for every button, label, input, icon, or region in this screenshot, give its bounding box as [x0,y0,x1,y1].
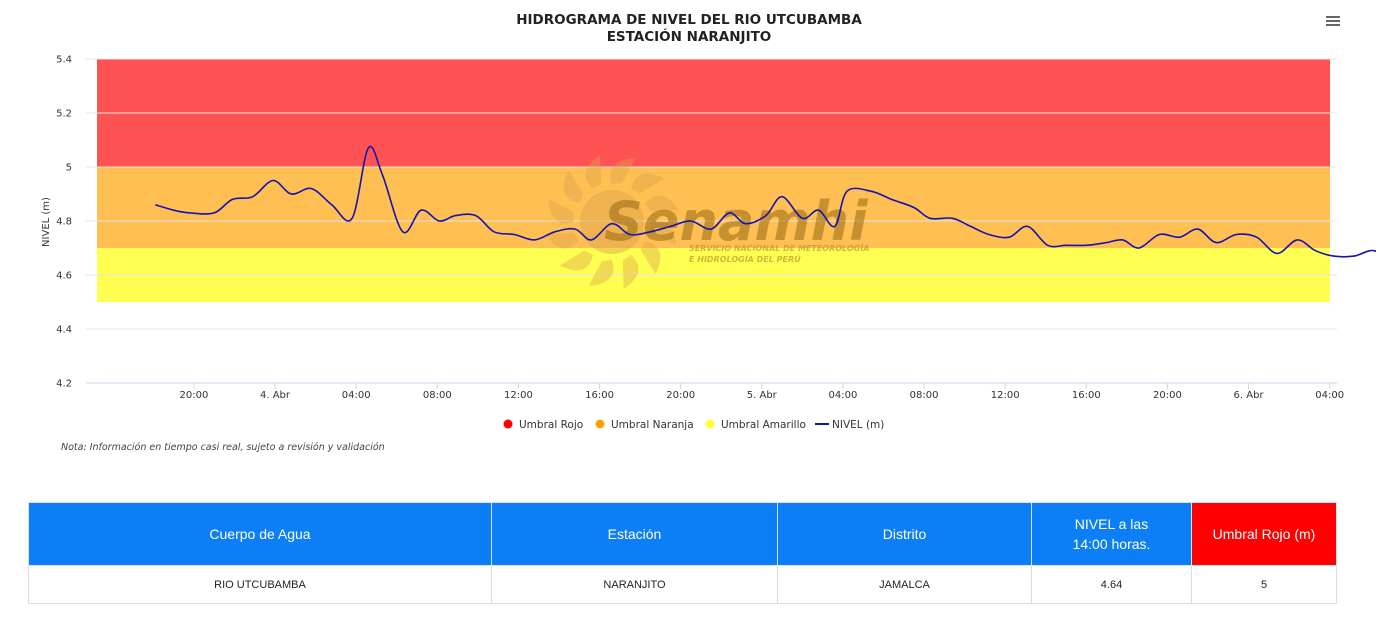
chart-note: Nota: Información en tiempo casi real, s… [61,442,385,453]
x-tick-label: 4. Abr [260,390,291,401]
watermark-ray [610,158,636,184]
cell-umbral-rojo: 5 [1191,565,1337,604]
watermark-line2: E HIDROLOGÍA DEL PERÚ [689,253,801,264]
chart-title: HIDROGRAMA DE NIVEL DEL RIO UTCUBAMBA [516,12,862,28]
x-tick-label: 04:00 [829,390,858,401]
legend-item-umbral-naranja-marker [595,419,605,429]
x-tick-label: 16:00 [585,390,614,401]
station-info-table: Cuerpo de Agua Estación Distrito NIVEL a… [28,502,1337,604]
x-tick-label: 20:00 [179,390,208,401]
watermark-ray [585,155,602,190]
header-distrito: Distrito [777,502,1032,566]
y-tick-label: 5.4 [56,55,72,66]
x-tick-label: 04:00 [1315,390,1344,401]
watermark-ray [563,169,584,203]
x-tick-label: 08:00 [423,390,452,401]
cell-cuerpo-de-agua: RIO UTCUBAMBA [28,565,492,604]
x-tick-label: 5. Abr [747,390,778,401]
y-tick-label: 5.2 [56,109,72,120]
y-tick-label: 4.8 [56,217,72,228]
x-tick-label: 12:00 [504,390,533,401]
legend-item-nivel-m[interactable]: NIVEL (m) [832,419,884,431]
band-umbral-naranja [97,167,1330,248]
header-nivel-line1: NIVEL a las [1074,516,1149,532]
legend-item-umbral-amarillo-marker [705,419,715,429]
watermark-ray [622,254,639,289]
watermark-ray [548,198,574,224]
y-tick-label: 4.6 [56,271,72,282]
cell-estacion: NARANJITO [491,565,778,604]
y-tick-label: 4.4 [56,325,72,336]
legend-item-umbral-rojo[interactable]: Umbral Rojo [519,419,583,431]
cell-nivel: 4.64 [1031,565,1192,604]
x-tick-label: 12:00 [991,390,1020,401]
hamburger-menu-icon[interactable] [1326,14,1340,28]
hydrograph-chart: HIDROGRAMA DE NIVEL DEL RIO UTCUBAMBA ES… [41,12,1376,453]
watermark-ray [631,173,665,194]
y-tick-label: 4.2 [56,379,72,390]
watermark-ray [545,232,580,249]
x-tick-label: 04:00 [342,390,371,401]
header-cuerpo-de-agua: Cuerpo de Agua [28,502,492,566]
y-axis-label: NIVEL (m) [41,197,52,247]
x-tick-label: 20:00 [666,390,695,401]
chart-legend: Umbral Rojo Umbral Naranja Umbral Amarillo… [503,419,884,431]
header-umbral-rojo: Umbral Rojo (m) [1191,502,1337,566]
watermark-ray [640,241,661,275]
x-tick-label: 20:00 [1153,390,1182,401]
watermark-ray [588,260,614,286]
header-nivel: NIVEL a las 14:00 horas. [1031,502,1192,566]
table-row: RIO UTCUBAMBA NARANJITO JAMALCA 4.64 5 [28,565,1337,604]
chart-subtitle: ESTACIÓN NARANJITO [607,27,772,45]
header-estacion: Estación [491,502,778,566]
watermark-ray [559,250,593,271]
x-tick-label: 08:00 [910,390,939,401]
y-tick-label: 5 [66,163,72,174]
cell-distrito: JAMALCA [777,565,1032,604]
series-line-nivel [155,145,1376,258]
legend-item-umbral-amarillo[interactable]: Umbral Amarillo [721,419,806,431]
watermark-line1: SERVICIO NACIONAL DE METEOROLOGÍA [689,242,869,253]
x-tick-label: 6. Abr [1234,390,1265,401]
table-header-row: Cuerpo de Agua Estación Distrito NIVEL a… [28,502,1337,566]
watermark-logo-text: Senamhi [604,190,869,253]
header-nivel-line2: 14:00 horas. [1072,536,1151,552]
x-tick-label: 16:00 [1072,390,1101,401]
legend-item-umbral-naranja[interactable]: Umbral Naranja [611,419,694,431]
watermark-ray [644,195,679,212]
legend-item-umbral-rojo-marker [503,419,513,429]
